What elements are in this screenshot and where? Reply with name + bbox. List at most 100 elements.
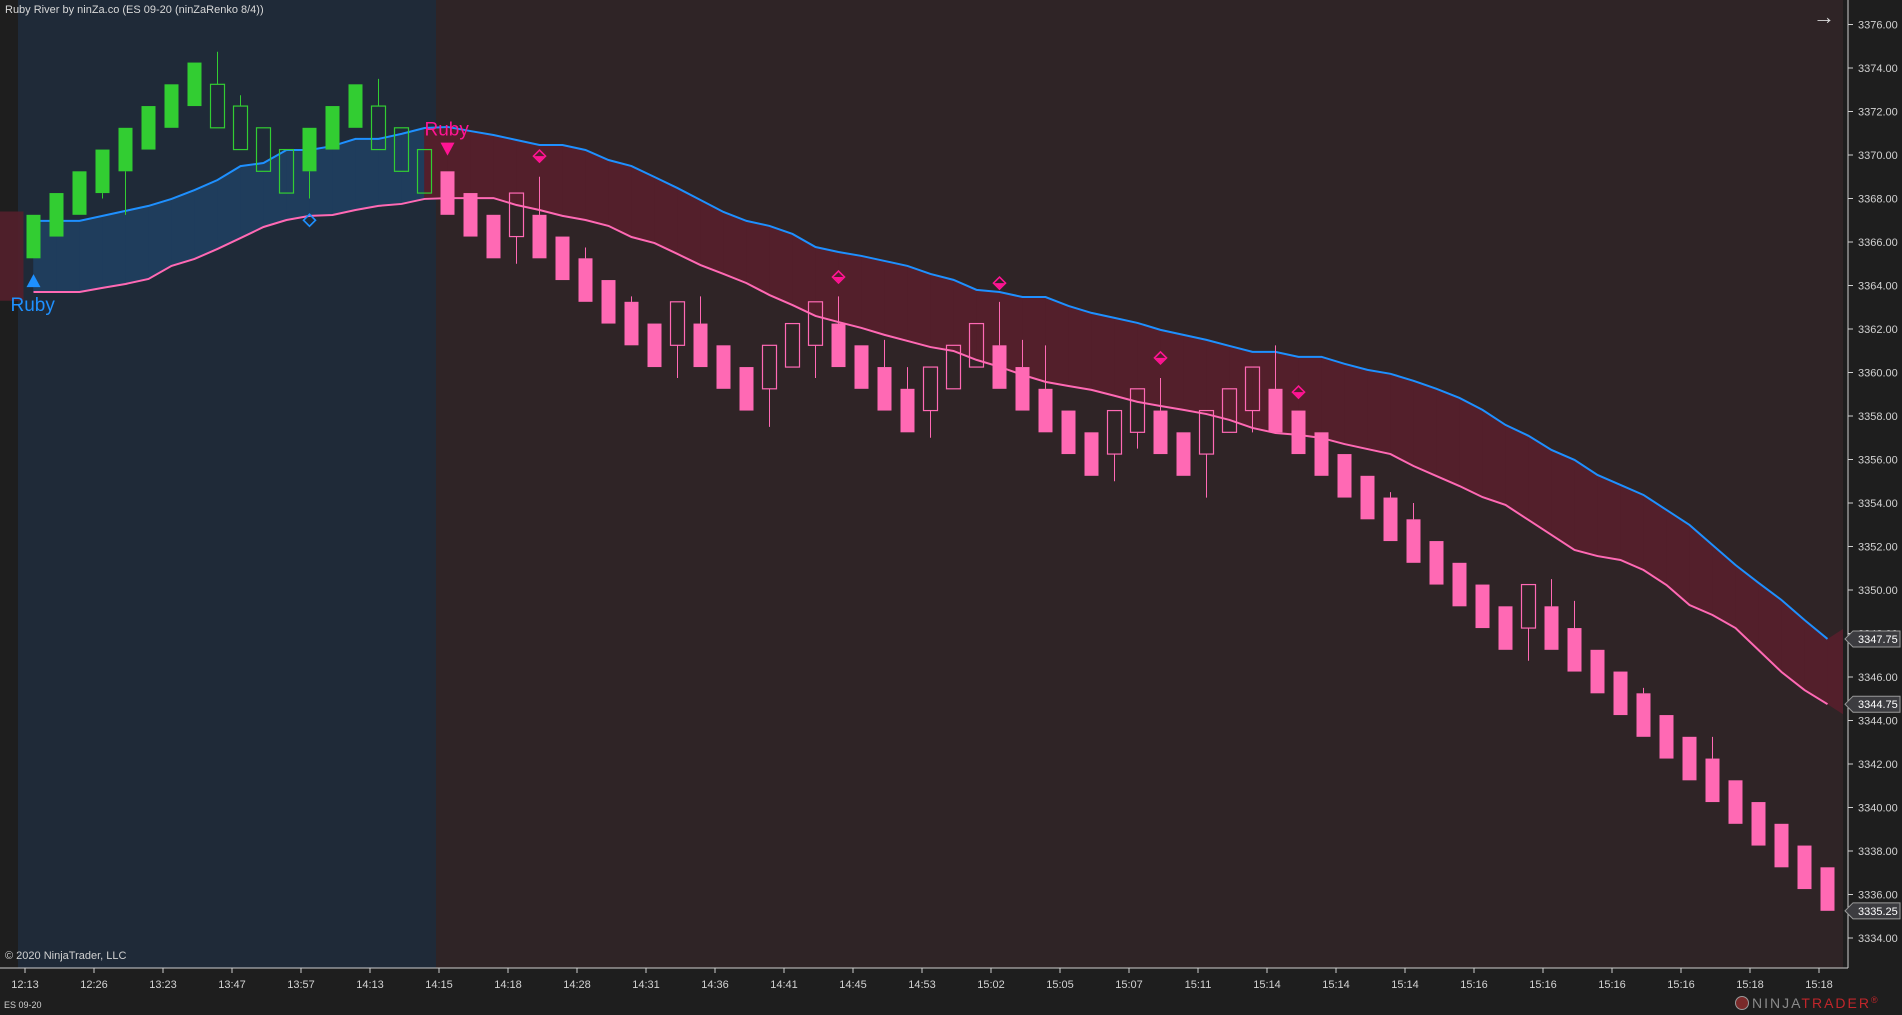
candle[interactable] (578, 247, 593, 302)
candle[interactable] (440, 171, 455, 215)
candle[interactable] (1613, 671, 1628, 716)
candle[interactable] (72, 171, 87, 215)
candle[interactable] (1590, 649, 1605, 694)
candle[interactable] (1705, 736, 1720, 803)
river-band-fill (562, 144, 586, 221)
diamond-signal-icon (992, 275, 1007, 291)
candle[interactable] (968, 322, 985, 368)
candle[interactable] (1198, 409, 1215, 498)
candle[interactable] (854, 345, 869, 389)
candle[interactable] (370, 78, 387, 151)
candle[interactable] (1797, 845, 1812, 890)
candle[interactable] (1084, 432, 1099, 476)
river-band-fill (1551, 449, 1575, 551)
candle[interactable] (209, 51, 226, 129)
candle[interactable] (393, 127, 410, 172)
candle[interactable] (739, 367, 754, 411)
candle-body (1153, 410, 1168, 455)
candle[interactable] (1452, 562, 1467, 607)
candle[interactable] (463, 193, 478, 237)
candle[interactable] (1015, 339, 1030, 411)
candle[interactable] (1475, 584, 1490, 629)
candle-body (1221, 388, 1238, 433)
candle[interactable] (647, 323, 662, 368)
candle[interactable] (49, 193, 64, 237)
candle[interactable] (1520, 583, 1537, 661)
candle[interactable] (900, 367, 915, 433)
candle[interactable] (1106, 409, 1123, 482)
candle[interactable] (922, 366, 939, 438)
time-tick-label: 15:14 (1322, 979, 1350, 991)
candle[interactable] (669, 301, 686, 378)
candle-body (1244, 366, 1261, 412)
candle[interactable] (877, 339, 892, 411)
candle-body (141, 106, 156, 150)
candle-body (1406, 519, 1421, 563)
candle[interactable] (1038, 345, 1053, 433)
candle[interactable] (807, 301, 824, 378)
candle[interactable] (716, 345, 731, 389)
price-marker-box (1844, 695, 1901, 713)
candle-body (1452, 562, 1467, 607)
ruby-signal-label: Ruby (425, 120, 470, 141)
candle[interactable] (693, 296, 708, 368)
price-axis[interactable]: 3376.00 3374.00 3372.00 3370.00 3368.00 3366.… (1844, 0, 1901, 968)
candle[interactable] (1383, 492, 1398, 542)
candle[interactable] (26, 214, 41, 259)
candle[interactable] (992, 301, 1007, 389)
candle[interactable] (601, 280, 616, 324)
candle[interactable] (1176, 432, 1191, 476)
candle[interactable] (761, 344, 778, 427)
candle[interactable] (1221, 388, 1238, 433)
candle[interactable] (1291, 410, 1306, 455)
candle[interactable] (1544, 579, 1559, 650)
candle[interactable] (1360, 475, 1375, 520)
candle[interactable] (1153, 377, 1168, 455)
candle[interactable] (1659, 715, 1674, 759)
candle[interactable] (325, 106, 340, 150)
candle[interactable] (141, 106, 156, 150)
candle[interactable] (278, 148, 295, 194)
candle[interactable] (1429, 541, 1444, 585)
candle-body (624, 301, 639, 346)
candle[interactable] (784, 322, 801, 368)
candle[interactable] (1820, 867, 1835, 911)
candle-body (532, 214, 547, 259)
candle[interactable] (1268, 345, 1283, 433)
candle[interactable] (95, 149, 110, 199)
candle[interactable] (945, 344, 962, 390)
candle[interactable] (348, 84, 363, 128)
candle[interactable] (555, 236, 570, 281)
candle[interactable] (232, 95, 249, 151)
candle[interactable] (1337, 454, 1352, 498)
candle[interactable] (1682, 736, 1697, 781)
time-axis[interactable]: 12:13 12:26 13:23 13:47 13:57 14:13 14:15 14:18… (0, 967, 1848, 991)
candle[interactable] (1498, 606, 1513, 650)
candle[interactable] (1751, 802, 1766, 846)
candle[interactable] (532, 176, 547, 259)
candle[interactable] (1774, 823, 1789, 868)
candle[interactable] (118, 127, 133, 215)
candle[interactable] (164, 84, 179, 128)
candle-body (761, 344, 778, 390)
candle[interactable] (1244, 366, 1261, 433)
candle[interactable] (416, 148, 433, 194)
candle[interactable] (1567, 600, 1582, 672)
candle[interactable] (624, 296, 639, 346)
candle[interactable] (1406, 503, 1421, 563)
candle[interactable] (831, 296, 846, 368)
candle[interactable] (1314, 432, 1329, 476)
candle[interactable] (302, 127, 317, 199)
candle[interactable] (1061, 410, 1076, 455)
candle[interactable] (187, 62, 202, 107)
candle[interactable] (1636, 687, 1651, 737)
river-band-fill (1459, 397, 1483, 498)
candle[interactable] (508, 192, 525, 264)
candle[interactable] (486, 214, 501, 259)
candle[interactable] (1129, 388, 1146, 449)
candle-body (1498, 606, 1513, 650)
candle[interactable] (1728, 780, 1743, 824)
candle[interactable] (255, 127, 272, 172)
arrow-right-icon[interactable]: → (1813, 4, 1835, 29)
